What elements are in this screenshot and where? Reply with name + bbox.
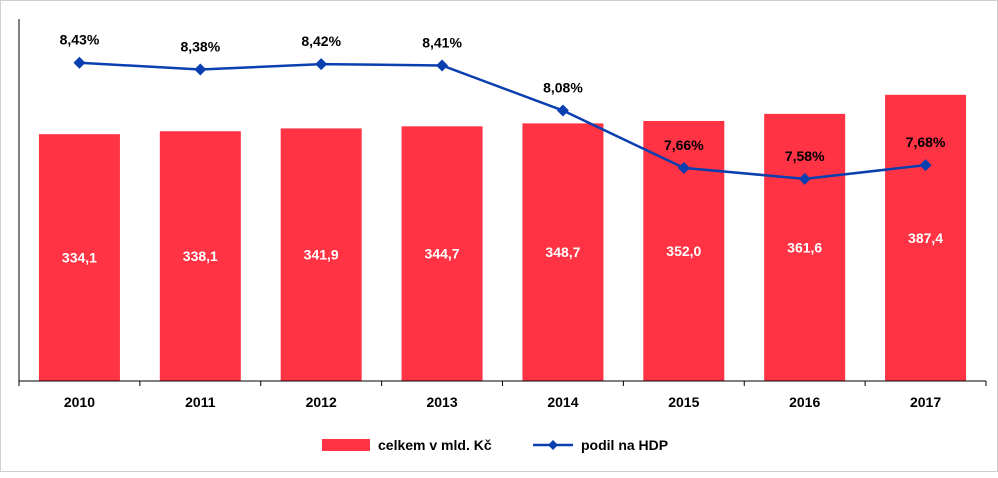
bar-2012	[280, 128, 362, 381]
line-value-label: 7,58%	[785, 148, 825, 164]
line-labels-layer: 8,43% 8,38% 8,42% 8,41% 8,08% 7,66% 7,58% 7,68%	[60, 32, 946, 164]
bars-layer	[38, 94, 967, 382]
bar-2010	[38, 134, 120, 381]
bar-2016	[764, 113, 846, 382]
x-tick-label: 2010	[64, 394, 95, 410]
line-series-path	[79, 61, 926, 181]
line-value-label: 8,08%	[543, 80, 583, 96]
bar-value-label: 341,9	[304, 247, 339, 263]
line-value-label: 8,41%	[422, 34, 462, 50]
bar-2011	[159, 131, 241, 381]
bar-value-label: 387,4	[908, 230, 943, 246]
ticks-layer	[18, 381, 987, 386]
line-value-label: 7,68%	[906, 134, 946, 150]
bar-2013	[401, 126, 483, 381]
x-tick-label: 2011	[185, 394, 216, 410]
bar-value-label: 348,7	[545, 244, 580, 260]
bar-value-label: 338,1	[183, 248, 218, 264]
line-value-label: 8,42%	[301, 33, 341, 49]
legend-line-marker	[548, 440, 558, 450]
bar-value-label: 361,6	[787, 239, 822, 255]
legend-line-label: podil na HDP	[581, 437, 668, 453]
line-point-2011	[194, 63, 207, 76]
x-tick-label: 2014	[547, 394, 578, 410]
bar-labels-layer: 334,1 338,1 341,9 344,7 348,7 352,0 361,6 387,4	[62, 230, 943, 266]
line-point-2013	[436, 59, 449, 72]
x-tick-label: 2015	[668, 394, 699, 410]
x-tick-label: 2012	[306, 394, 337, 410]
x-tick-label: 2017	[910, 394, 941, 410]
line-point-2015	[677, 161, 690, 174]
bar-value-label: 344,7	[425, 246, 460, 262]
line-point-2016	[798, 172, 811, 185]
line-point-2012	[315, 58, 328, 71]
bar-2017	[885, 94, 967, 381]
x-tick-label: 2016	[789, 394, 820, 410]
line-value-label: 8,38%	[180, 39, 220, 55]
legend-bar-label: celkem v mld. Kč	[378, 437, 492, 453]
line-point-2014	[556, 104, 569, 117]
x-tick-label: 2013	[426, 394, 457, 410]
x-tick-labels: 2010 2011 2012 2013 2014 2015 2016 2017	[64, 394, 941, 410]
line-value-label: 7,66%	[664, 137, 704, 153]
legend: celkem v mld. Kč podil na HDP	[322, 437, 668, 453]
bar-2014	[522, 123, 604, 381]
legend-bar-swatch	[322, 439, 370, 451]
bar-value-label: 334,1	[62, 250, 97, 266]
line-layer	[73, 56, 932, 185]
line-point-2010	[73, 56, 86, 69]
line-value-label: 8,43%	[60, 32, 100, 48]
line-point-2017	[919, 159, 932, 172]
bar-value-label: 352,0	[666, 243, 701, 259]
